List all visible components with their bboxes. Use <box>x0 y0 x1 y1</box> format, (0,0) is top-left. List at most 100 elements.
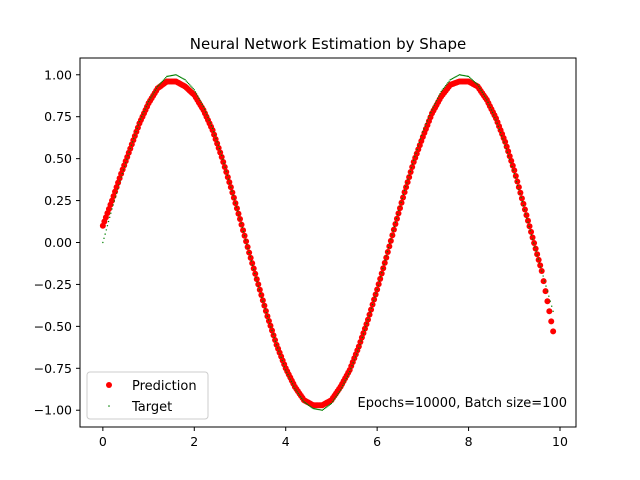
y-tick-label: −1.00 <box>34 403 72 418</box>
prediction-point <box>375 281 382 288</box>
target-point <box>449 79 451 81</box>
target-point <box>358 347 360 349</box>
target-point <box>285 369 287 371</box>
target-point <box>390 238 392 240</box>
target-point <box>146 103 149 105</box>
target-point <box>461 74 463 76</box>
target-point <box>427 117 430 119</box>
target-point <box>168 75 170 77</box>
target-point <box>338 391 341 393</box>
prediction-point <box>502 138 509 145</box>
target-point <box>426 120 429 122</box>
chart-title: Neural Network Estimation by Shape <box>190 35 466 53</box>
target-point <box>386 251 389 253</box>
prediction-point <box>517 189 524 196</box>
target-point <box>125 162 127 164</box>
target-point <box>213 131 215 133</box>
y-tick-label: 0.00 <box>44 235 72 250</box>
target-point <box>205 111 207 113</box>
prediction-point <box>506 153 513 160</box>
target-point <box>163 78 166 80</box>
target-point <box>326 406 328 408</box>
target-point <box>169 75 171 77</box>
target-point <box>497 125 499 128</box>
prediction-point <box>528 228 535 235</box>
target-point <box>441 89 443 91</box>
prediction-point <box>262 307 269 314</box>
target-point <box>424 125 426 128</box>
series-prediction <box>99 78 557 409</box>
target-point <box>478 86 480 88</box>
target-point <box>214 134 216 136</box>
target-point <box>503 141 505 143</box>
target-point <box>482 93 485 95</box>
prediction-point <box>226 179 233 186</box>
target-point <box>197 95 199 97</box>
target-point <box>479 87 481 90</box>
target-point <box>462 74 464 77</box>
target-point <box>307 404 310 406</box>
y-tick-label: −0.75 <box>34 361 72 376</box>
target-point <box>339 389 342 391</box>
target-point <box>375 292 377 294</box>
plot-area <box>99 74 557 411</box>
target-point <box>200 101 202 104</box>
target-point <box>119 180 121 182</box>
target-point <box>253 268 255 271</box>
target-point <box>345 377 347 380</box>
target-point <box>190 85 192 87</box>
target-point <box>281 359 283 362</box>
target-point <box>257 285 259 287</box>
prediction-point <box>244 243 251 250</box>
target-point <box>129 147 131 150</box>
target-point <box>189 84 191 86</box>
target-point <box>519 192 521 195</box>
target-point <box>303 401 305 403</box>
target-point <box>341 387 343 389</box>
target-point <box>120 176 122 178</box>
target-point <box>546 290 549 292</box>
target-point <box>384 259 386 261</box>
target-point <box>432 106 434 109</box>
target-point <box>549 300 551 302</box>
target-point <box>495 119 497 121</box>
target-point <box>319 409 321 411</box>
target-point <box>325 407 327 409</box>
target-point <box>354 356 357 358</box>
prediction-point <box>258 292 265 299</box>
prediction-point <box>240 227 247 234</box>
target-point <box>233 198 235 200</box>
target-point <box>399 205 401 208</box>
target-point <box>322 408 325 411</box>
target-point <box>360 340 362 342</box>
target-point <box>442 87 445 90</box>
target-point <box>491 111 494 114</box>
target-point <box>331 401 334 403</box>
target-point <box>210 125 213 127</box>
target-point <box>219 151 222 153</box>
prediction-point <box>220 158 227 165</box>
target-point <box>526 217 528 219</box>
target-point <box>366 322 368 324</box>
target-point <box>227 178 230 180</box>
target-point <box>531 238 534 240</box>
x-tick-label: 2 <box>190 434 198 449</box>
target-point <box>377 284 379 286</box>
target-point <box>191 86 193 89</box>
target-point <box>299 396 302 398</box>
target-point <box>277 347 279 349</box>
prediction-point <box>534 251 541 258</box>
target-point <box>144 108 146 110</box>
target-point <box>296 391 298 393</box>
target-point <box>224 166 226 168</box>
target-point <box>182 77 184 80</box>
target-point <box>218 147 221 150</box>
target-point <box>118 184 120 186</box>
target-point <box>287 373 289 376</box>
target-point <box>423 128 425 130</box>
target-point <box>542 275 544 277</box>
target-point <box>262 300 264 302</box>
target-point <box>382 267 384 270</box>
prediction-point <box>387 237 394 244</box>
